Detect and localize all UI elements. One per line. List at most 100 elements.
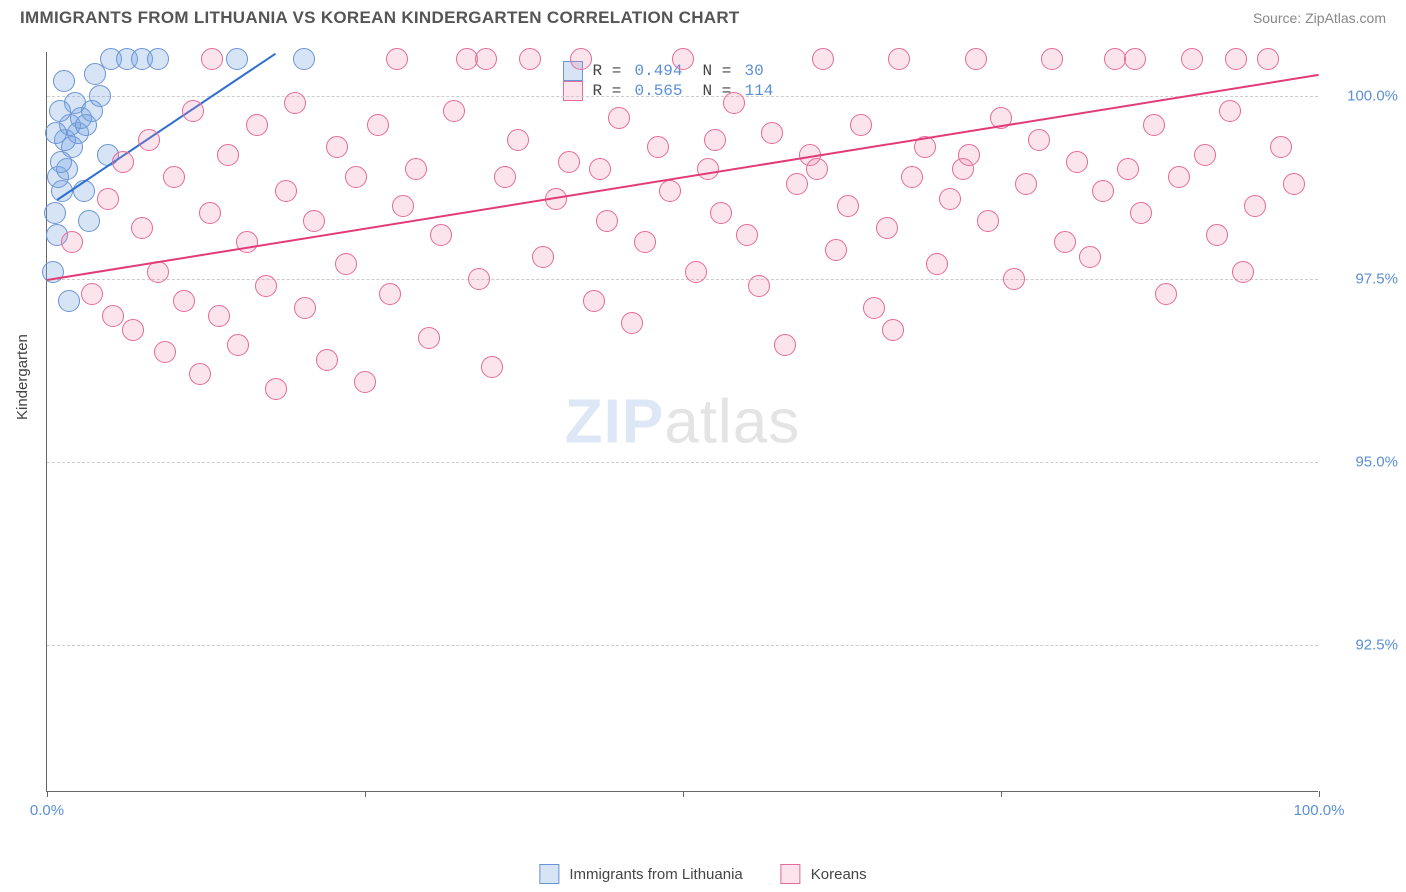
scatter-point-koreans	[697, 158, 719, 180]
scatter-point-koreans	[367, 114, 389, 136]
scatter-point-koreans	[335, 253, 357, 275]
scatter-point-koreans	[825, 239, 847, 261]
scatter-point-koreans	[519, 48, 541, 70]
scatter-point-koreans	[806, 158, 828, 180]
legend-n-value: 114	[745, 82, 803, 100]
source-prefix: Source:	[1253, 10, 1305, 26]
scatter-point-koreans	[965, 48, 987, 70]
scatter-point-koreans	[1219, 100, 1241, 122]
scatter-point-koreans	[1194, 144, 1216, 166]
legend-r-label: R =	[593, 82, 625, 100]
scatter-point-lithuania	[78, 210, 100, 232]
scatter-point-koreans	[1206, 224, 1228, 246]
scatter-point-koreans	[608, 107, 630, 129]
scatter-point-koreans	[672, 48, 694, 70]
scatter-point-koreans	[786, 173, 808, 195]
x-tick	[47, 791, 48, 797]
scatter-point-koreans	[589, 158, 611, 180]
scatter-point-lithuania	[58, 290, 80, 312]
scatter-point-lithuania	[147, 48, 169, 70]
scatter-point-koreans	[1015, 173, 1037, 195]
scatter-point-lithuania	[226, 48, 248, 70]
scatter-point-koreans	[138, 129, 160, 151]
scatter-point-koreans	[386, 48, 408, 70]
scatter-point-koreans	[1079, 246, 1101, 268]
scatter-point-koreans	[901, 166, 923, 188]
gridline-horizontal	[47, 645, 1318, 646]
scatter-point-koreans	[430, 224, 452, 246]
scatter-point-koreans	[1181, 48, 1203, 70]
scatter-point-koreans	[284, 92, 306, 114]
legend-n-value: 30	[745, 62, 803, 80]
scatter-point-koreans	[246, 114, 268, 136]
y-tick-label: 92.5%	[1355, 637, 1398, 654]
scatter-point-koreans	[201, 48, 223, 70]
scatter-point-koreans	[326, 136, 348, 158]
scatter-point-koreans	[1244, 195, 1266, 217]
scatter-point-lithuania	[73, 180, 95, 202]
y-tick-label: 100.0%	[1347, 87, 1398, 104]
scatter-point-koreans	[303, 210, 325, 232]
scatter-point-lithuania	[49, 100, 71, 122]
scatter-point-koreans	[189, 363, 211, 385]
scatter-point-koreans	[1225, 48, 1247, 70]
scatter-point-koreans	[173, 290, 195, 312]
watermark-atlas: atlas	[664, 387, 800, 456]
legend-r-value: 0.565	[635, 82, 693, 100]
scatter-point-koreans	[1130, 202, 1152, 224]
gridline-horizontal	[47, 279, 1318, 280]
scatter-point-koreans	[926, 253, 948, 275]
scatter-point-lithuania	[53, 70, 75, 92]
scatter-point-koreans	[265, 378, 287, 400]
y-tick-label: 97.5%	[1355, 271, 1398, 288]
scatter-point-koreans	[392, 195, 414, 217]
scatter-point-koreans	[704, 129, 726, 151]
scatter-point-koreans	[761, 122, 783, 144]
scatter-point-koreans	[1028, 129, 1050, 151]
scatter-point-koreans	[81, 283, 103, 305]
gridline-horizontal	[47, 462, 1318, 463]
scatter-point-koreans	[812, 48, 834, 70]
scatter-point-lithuania	[45, 122, 67, 144]
scatter-point-koreans	[294, 297, 316, 319]
scatter-point-koreans	[475, 48, 497, 70]
scatter-point-koreans	[61, 231, 83, 253]
legend-item-koreans: Koreans	[781, 864, 867, 884]
source-link[interactable]: ZipAtlas.com	[1305, 10, 1386, 26]
scatter-point-koreans	[570, 48, 592, 70]
scatter-point-koreans	[345, 166, 367, 188]
scatter-plot-area: ZIPatlas R =0.494N =30R =0.565N =114 92.…	[46, 52, 1318, 792]
scatter-point-lithuania	[293, 48, 315, 70]
x-tick-label: 0.0%	[30, 802, 64, 819]
scatter-point-koreans	[163, 166, 185, 188]
x-tick	[683, 791, 684, 797]
scatter-point-koreans	[882, 319, 904, 341]
watermark-logo: ZIPatlas	[565, 386, 800, 457]
scatter-point-koreans	[863, 297, 885, 319]
scatter-point-koreans	[481, 356, 503, 378]
scatter-point-koreans	[354, 371, 376, 393]
scatter-point-koreans	[1232, 261, 1254, 283]
scatter-point-koreans	[621, 312, 643, 334]
watermark-zip: ZIP	[565, 387, 664, 456]
legend-n-label: N =	[703, 62, 735, 80]
scatter-point-koreans	[958, 144, 980, 166]
scatter-point-koreans	[468, 268, 490, 290]
y-axis-title: Kindergarten	[14, 334, 31, 420]
scatter-point-koreans	[102, 305, 124, 327]
scatter-point-koreans	[710, 202, 732, 224]
scatter-point-koreans	[532, 246, 554, 268]
x-tick	[1001, 791, 1002, 797]
scatter-point-koreans	[507, 129, 529, 151]
scatter-point-koreans	[850, 114, 872, 136]
scatter-point-koreans	[208, 305, 230, 327]
scatter-point-koreans	[122, 319, 144, 341]
scatter-point-koreans	[97, 188, 119, 210]
scatter-point-koreans	[1168, 166, 1190, 188]
scatter-point-koreans	[1041, 48, 1063, 70]
scatter-point-koreans	[1283, 173, 1305, 195]
scatter-point-koreans	[977, 210, 999, 232]
scatter-point-koreans	[1124, 48, 1146, 70]
chart-source: Source: ZipAtlas.com	[1253, 10, 1386, 26]
scatter-point-koreans	[888, 48, 910, 70]
